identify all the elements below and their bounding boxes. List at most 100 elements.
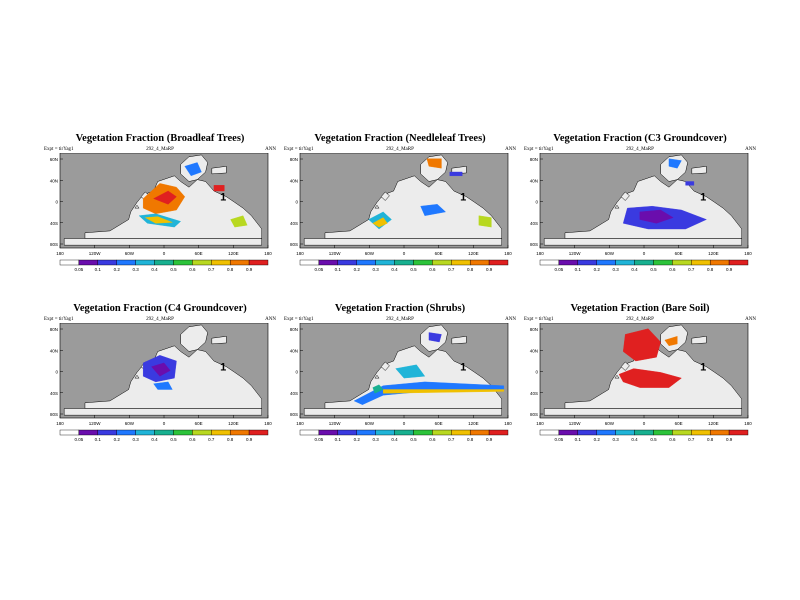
colorbar-tick-label: 0.9 — [486, 267, 493, 272]
x-tick-label: 120E — [708, 421, 719, 426]
map-glyph: 1 — [220, 192, 226, 204]
y-tick-label: 80S — [530, 242, 538, 247]
colorbar-swatch — [558, 259, 579, 266]
y-tick-label: 40S — [290, 391, 298, 396]
vegetation-region — [622, 328, 661, 362]
colorbar-swatch — [394, 429, 414, 436]
colorbar-tick-label: 0.05 — [75, 437, 84, 442]
season-label: ANN — [505, 147, 516, 152]
colorbar-swatch — [211, 429, 231, 436]
run-label: 292_4_MaRP — [626, 147, 654, 152]
x-tick-label: 120E — [228, 421, 239, 426]
colorbar-tick-label: 0.6 — [669, 437, 676, 442]
x-tick-label: 0 — [163, 421, 166, 426]
colorbar-swatch — [299, 259, 320, 266]
colorbar-swatch — [229, 429, 250, 436]
chart-plot: 1 80N 40N 0 40S 80S 180 120W 60W 0 60E 120E 180 0.05 0… — [50, 323, 272, 442]
vegetation-region — [153, 381, 173, 390]
colorbar-tick-label: 0.2 — [594, 267, 601, 272]
y-tick-label: 80S — [290, 412, 298, 417]
x-tick-label: 60E — [435, 421, 443, 426]
map-glyph: 1 — [220, 362, 226, 374]
y-tick-label: 40N — [50, 178, 58, 183]
colorbar-tick-label: 0.6 — [189, 437, 196, 442]
colorbar-swatch — [375, 259, 395, 266]
land-mass — [303, 408, 503, 416]
y-tick-label: 40S — [530, 221, 538, 226]
colorbar-swatch — [154, 429, 174, 436]
y-tick-label: 80N — [290, 157, 298, 162]
x-tick-label: 180 — [264, 421, 272, 426]
vegetation-region — [230, 215, 248, 228]
map-glyph: 1 — [700, 192, 706, 204]
y-tick-label: 80N — [530, 327, 538, 332]
x-tick-label: 120W — [329, 251, 342, 256]
colorbar-swatch — [337, 429, 357, 436]
x-tick-label: 0 — [403, 251, 406, 256]
run-label: 292_4_MaRP — [386, 147, 414, 152]
colorbar-tick-label: 0.1 — [335, 437, 342, 442]
land-mass — [614, 374, 620, 379]
colorbar-swatch — [577, 259, 597, 266]
chart-panel-needleleaf-trees: Vegetation Fraction (Needleleaf Trees) E… — [280, 133, 520, 293]
colorbar-swatch — [709, 429, 730, 436]
colorbar-swatch — [615, 259, 635, 266]
run-label: 292_4_MaRP — [626, 317, 654, 322]
colorbar-tick-label: 0.6 — [429, 437, 436, 442]
colorbar-tick-label: 0.2 — [114, 437, 121, 442]
colorbar-swatch — [451, 259, 471, 266]
colorbar-swatch — [634, 259, 654, 266]
colorbar-tick-label: 0.6 — [669, 267, 676, 272]
x-tick-label: 120E — [468, 421, 479, 426]
y-tick-label: 80S — [50, 412, 58, 417]
y-tick-label: 0 — [295, 200, 298, 205]
x-tick-label: 60E — [675, 421, 683, 426]
colorbar-tick-label: 0.9 — [726, 267, 733, 272]
x-tick-label: 120E — [228, 251, 239, 256]
colorbar-tick-label: 0.6 — [429, 267, 436, 272]
colorbar-swatch — [211, 259, 231, 266]
land-mass — [324, 175, 503, 239]
map-glyph: 1 — [460, 192, 466, 204]
colorbar-tick-label: 0.1 — [575, 437, 582, 442]
colorbar-tick-label: 0.2 — [354, 267, 361, 272]
x-tick-label: 120W — [89, 251, 102, 256]
colorbar-tick-label: 0.7 — [448, 267, 455, 272]
x-tick-label: 180 — [56, 251, 64, 256]
chart-panel-broadleaf-trees: Vegetation Fraction (Broadleaf Trees) Ex… — [40, 133, 280, 293]
y-tick-label: 40S — [530, 391, 538, 396]
land-mass — [380, 191, 390, 201]
colorbar-swatch — [596, 259, 616, 266]
colorbar-tick-label: 0.2 — [354, 437, 361, 442]
colorbar-tick-label: 0.6 — [189, 267, 196, 272]
x-tick-label: 180 — [744, 421, 752, 426]
chart-panel-shrubs: Vegetation Fraction (Shrubs) Expt = tirY… — [280, 303, 520, 463]
y-tick-label: 0 — [535, 370, 538, 375]
y-tick-label: 40N — [50, 348, 58, 353]
land-mass — [211, 336, 227, 345]
colorbar-tick-label: 0.1 — [95, 437, 102, 442]
season-label: ANN — [745, 317, 756, 322]
colorbar-tick-label: 0.05 — [315, 267, 324, 272]
land-mass — [180, 324, 208, 352]
y-tick-label: 80S — [290, 242, 298, 247]
colorbar-tick-label: 0.8 — [467, 267, 474, 272]
x-tick-label: 180 — [744, 251, 752, 256]
colorbar-tick-label: 0.3 — [373, 267, 380, 272]
colorbar-tick-label: 0.7 — [448, 437, 455, 442]
colorbar-swatch — [558, 429, 579, 436]
expt-label: Expt = tirYag1 — [524, 147, 554, 152]
x-tick-label: 120E — [708, 251, 719, 256]
colorbar-tick-label: 0.3 — [133, 267, 140, 272]
y-tick-label: 80N — [290, 327, 298, 332]
colorbar-tick-label: 0.7 — [208, 267, 215, 272]
y-tick-label: 80S — [530, 412, 538, 417]
vegetation-region — [639, 209, 674, 224]
vegetation-region — [668, 158, 682, 169]
x-tick-label: 180 — [536, 251, 544, 256]
vegetation-region — [685, 181, 695, 186]
y-tick-label: 0 — [55, 200, 58, 205]
chart-panel-c4-groundcover: Vegetation Fraction (C4 Groundcover) Exp… — [40, 303, 280, 463]
colorbar-swatch — [539, 429, 560, 436]
vegetation-region — [395, 364, 426, 379]
